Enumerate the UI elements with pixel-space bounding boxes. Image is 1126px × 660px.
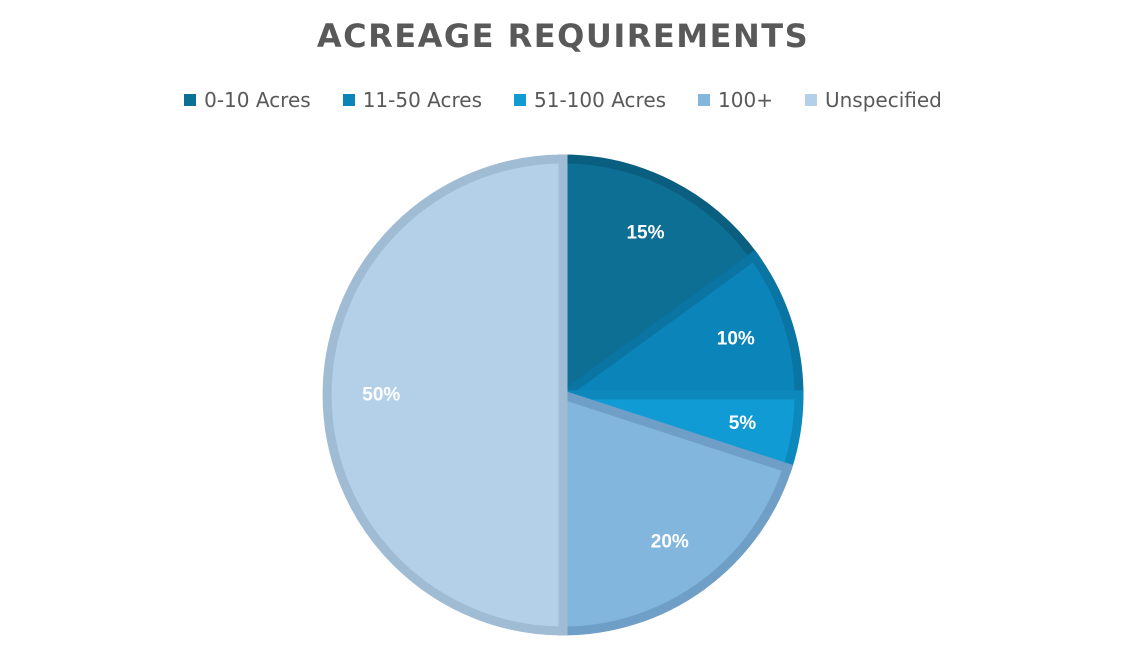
legend-label: 11-50 Acres (362, 88, 483, 112)
legend-swatch (514, 94, 527, 106)
legend-item-unspecified: Unspecified (804, 88, 942, 112)
legend-label: 100+ (718, 88, 773, 112)
pie-slice-unspecified (322, 154, 568, 636)
pie-slice-11-50-acres (549, 249, 804, 400)
pie-slice-100-plus (558, 388, 794, 636)
data-label-51-100-acres: 5% (729, 413, 757, 434)
legend-item-100-plus: 100+ (698, 88, 773, 112)
data-label-0-10-acres: 15% (626, 223, 664, 244)
legend-item-11-50-acres: 11-50 Acres (342, 88, 483, 112)
chart-legend: 0-10 Acres 11-50 Acres 51-100 Acres 100+… (0, 88, 1126, 112)
legend-label: 0-10 Acres (204, 88, 311, 112)
pie-slice-0-10-acres (558, 154, 761, 404)
legend-item-51-100-acres: 51-100 Acres (514, 88, 666, 112)
legend-label: Unspecified (824, 88, 942, 112)
data-label-unspecified: 50% (362, 385, 400, 406)
data-label-100-plus: 20% (651, 532, 689, 553)
data-label-11-50-acres: 10% (717, 328, 755, 349)
legend-label: 51-100 Acres (534, 88, 667, 112)
legend-item-0-10-acres: 0-10 Acres (184, 88, 311, 112)
legend-swatch (698, 94, 711, 106)
legend-swatch (342, 94, 355, 106)
legend-swatch (804, 94, 817, 106)
chart-title: ACREAGE REQUIREMENTS (316, 17, 810, 55)
legend-swatch (184, 94, 197, 106)
